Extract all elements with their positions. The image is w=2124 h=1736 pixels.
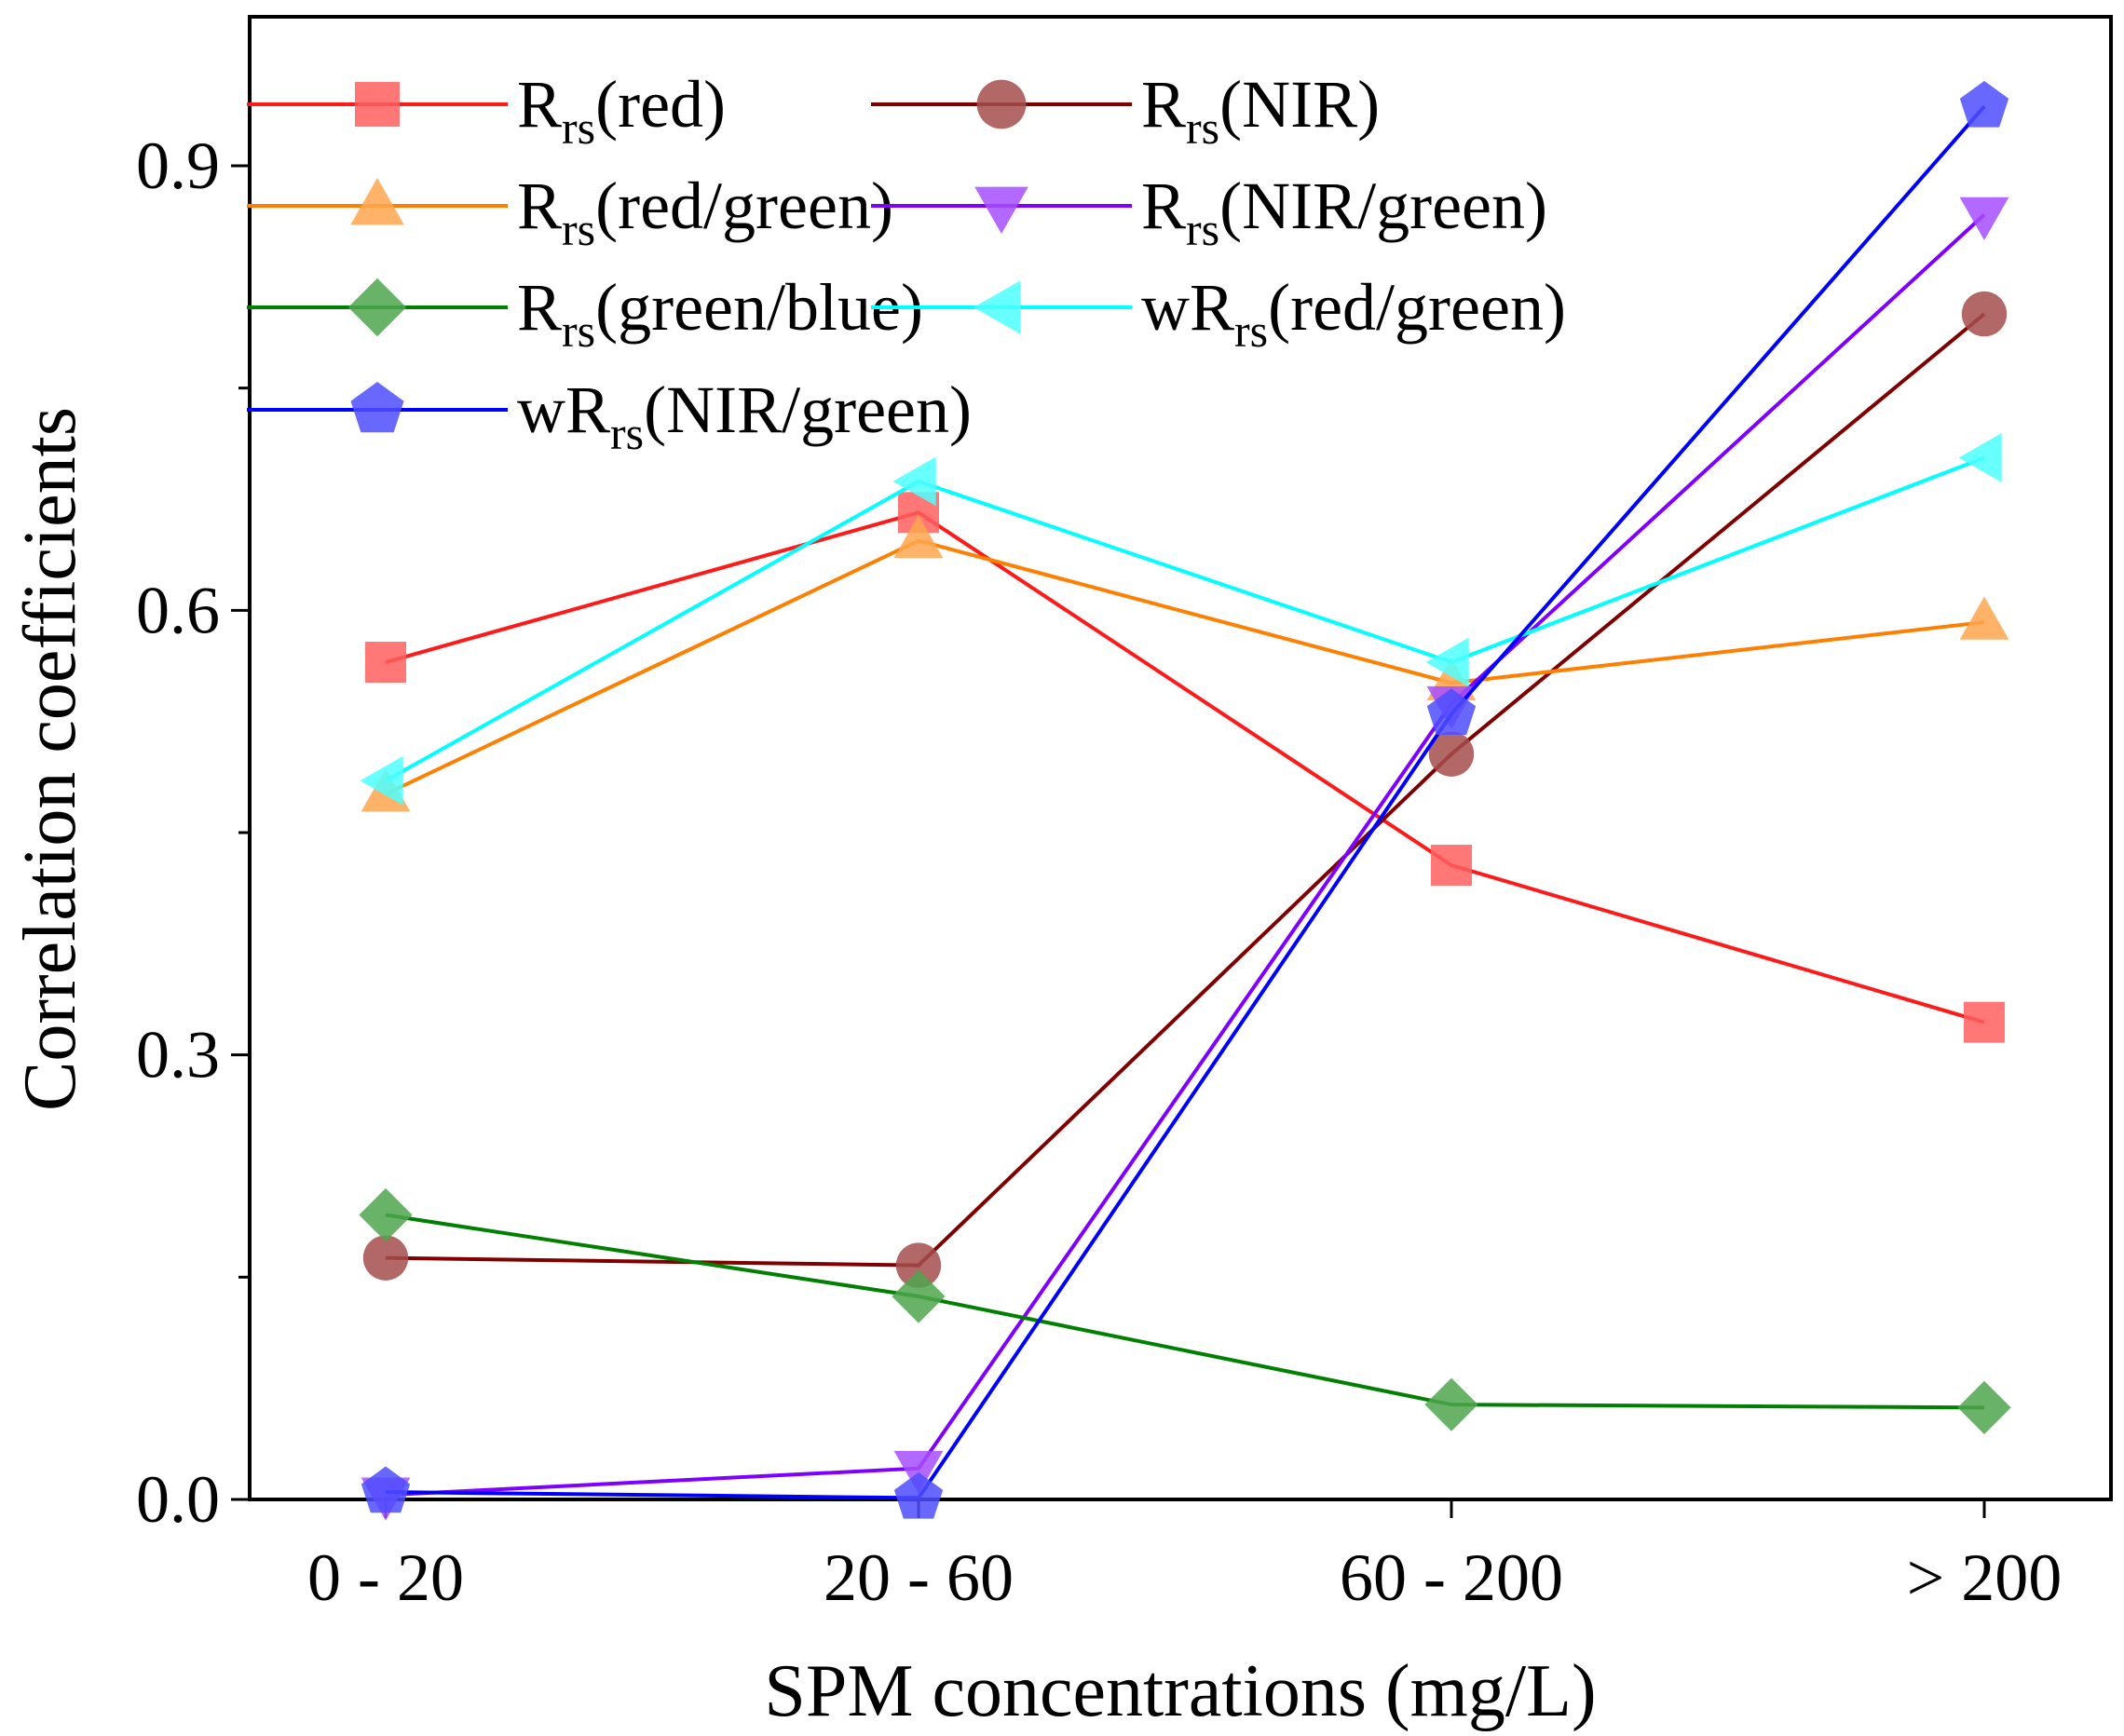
series-layer <box>359 80 2011 1521</box>
x-tick-label: > 200 <box>1907 1540 2063 1615</box>
legend-label: Rrs(red) <box>517 67 726 154</box>
series-rrs-nir- <box>362 291 2008 1288</box>
y-tick-label: 0.0 <box>136 1462 220 1537</box>
axes: 0.0 0.3 0.6 0.9 0 - 20 20 - 60 60 - 200 > 200 <box>136 129 2062 1615</box>
marker-square <box>355 82 400 127</box>
x-tick-label: 20 - 60 <box>824 1540 1014 1615</box>
marker-pentagon <box>1959 80 2009 128</box>
legend-label: wRrs(NIR/green) <box>517 373 972 459</box>
legend-entry: Rrs(green/blue) <box>247 270 923 357</box>
marker-circle <box>1428 731 1475 777</box>
series-line <box>385 105 1986 1500</box>
marker-triangle-left <box>892 456 936 507</box>
x-tick-label: 60 - 200 <box>1340 1540 1563 1615</box>
marker-triangle-up <box>893 515 944 559</box>
marker-diamond <box>1957 1380 2011 1434</box>
marker-diamond <box>359 1187 413 1242</box>
marker-circle <box>895 1242 942 1288</box>
legend-entry: wRrs(NIR/green) <box>247 373 972 459</box>
marker-circle <box>1961 291 2008 337</box>
legend-label: wRrs(red/green) <box>1141 270 1566 357</box>
legend-entry: Rrs(red) <box>247 67 726 154</box>
legend-label: Rrs(NIR) <box>1141 67 1380 154</box>
plot-frame <box>248 15 2113 1501</box>
legend-entry: wRrs(red/green) <box>871 270 1566 357</box>
marker-pentagon <box>1426 688 1477 735</box>
marker-pentagon <box>350 382 404 433</box>
x-tick-label: 0 - 20 <box>307 1540 464 1615</box>
marker-triangle-up <box>350 178 404 225</box>
marker-diamond <box>1424 1377 1478 1431</box>
marker-triangle-left <box>974 280 1021 334</box>
y-axis-title: Correlation coefficients <box>9 407 91 1111</box>
marker-circle <box>362 1235 409 1281</box>
marker-triangle-down <box>1959 197 2009 241</box>
marker-square <box>1964 1001 2005 1043</box>
series-line <box>385 312 1986 1268</box>
marker-pentagon <box>893 1472 944 1519</box>
series-wrrs-red-green- <box>360 433 2002 806</box>
series-line <box>385 213 1986 1498</box>
series-rrs-green-blue- <box>359 1187 2011 1434</box>
series-line <box>385 538 1985 796</box>
plot-area <box>248 15 2113 1501</box>
legend-entry: Rrs(red/green) <box>247 169 893 255</box>
legend-label: Rrs(green/blue) <box>517 270 923 357</box>
y-tick-label: 0.9 <box>136 129 220 203</box>
legend-entry: Rrs(NIR) <box>871 67 1380 154</box>
series-line <box>385 1213 1985 1410</box>
marker-triangle-down <box>974 186 1028 234</box>
marker-circle <box>976 79 1027 129</box>
marker-triangle-left <box>360 755 403 806</box>
series-line <box>385 455 1985 783</box>
marker-pentagon <box>361 1466 411 1513</box>
legend: Rrs(red) Rrs(NIR) Rrs(red/green) Rrs(NIR/gr… <box>247 67 1566 459</box>
marker-square <box>1431 845 1472 887</box>
legend-label: Rrs(red/green) <box>517 169 893 255</box>
marker-triangle-up <box>1959 596 2009 640</box>
y-tick-label: 0.6 <box>136 573 220 647</box>
marker-triangle-left <box>1425 637 1469 687</box>
marker-diamond <box>347 278 407 337</box>
y-tick-label: 0.3 <box>136 1018 220 1092</box>
series-wrrs-nir-green- <box>361 80 2009 1519</box>
x-axis-title: SPM concentrations (mg/L) <box>764 1650 1596 1732</box>
marker-diamond <box>892 1269 946 1323</box>
series-line <box>385 510 1985 1024</box>
legend-label: Rrs(NIR/green) <box>1141 169 1547 255</box>
marker-square <box>365 642 406 684</box>
marker-triangle-left <box>1958 433 2002 482</box>
series-rrs-red- <box>365 492 2005 1043</box>
legend-entry: Rrs(NIR/green) <box>871 169 1547 255</box>
